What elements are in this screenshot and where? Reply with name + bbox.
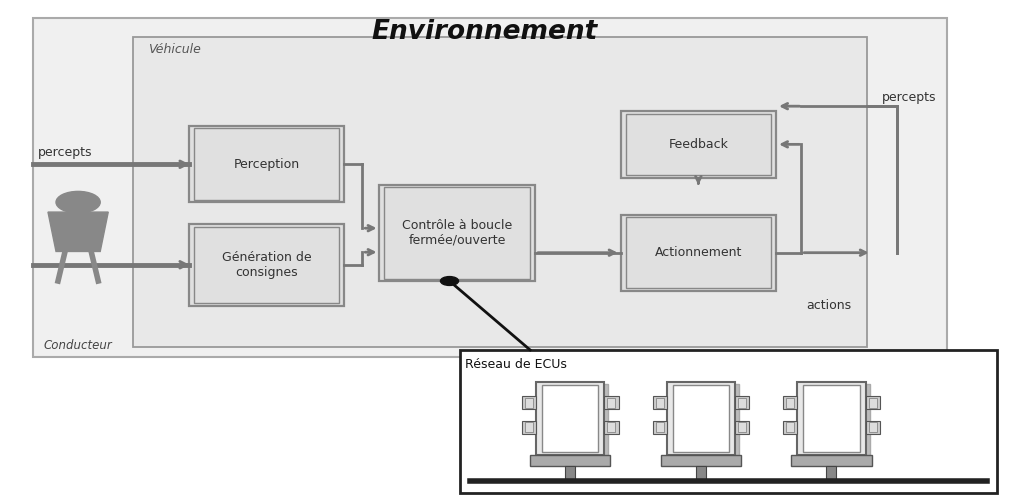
Bar [33, 17, 947, 358]
Bar [803, 385, 860, 452]
Bar [380, 185, 535, 281]
Bar [540, 384, 608, 457]
Bar [194, 128, 339, 200]
Bar [866, 421, 880, 434]
Bar [536, 382, 604, 455]
Text: Environnement: Environnement [372, 19, 598, 45]
Circle shape [440, 276, 459, 285]
Text: Contrôle à boucle
fermée/ouverte: Contrôle à boucle fermée/ouverte [402, 219, 512, 247]
Bar [620, 215, 777, 291]
Text: actions: actions [806, 299, 851, 312]
Bar [869, 422, 877, 432]
Bar [385, 187, 530, 278]
Bar [826, 466, 836, 480]
Text: Perception: Perception [233, 158, 300, 171]
Text: Véhicule: Véhicule [148, 43, 201, 56]
Bar [866, 396, 880, 409]
Bar [522, 396, 536, 409]
Bar [791, 455, 872, 466]
Text: Conducteur: Conducteur [43, 339, 112, 352]
Bar [522, 421, 536, 434]
Bar [525, 422, 533, 432]
Bar [786, 422, 794, 432]
Polygon shape [48, 212, 108, 251]
Bar [625, 217, 772, 288]
Bar [797, 382, 866, 455]
Bar [673, 385, 729, 452]
Bar [530, 455, 610, 466]
Text: percepts: percepts [38, 146, 93, 159]
Bar [661, 455, 741, 466]
Bar [625, 114, 772, 175]
Bar [655, 398, 664, 407]
Bar [460, 350, 997, 493]
Bar [133, 37, 867, 348]
Bar [738, 398, 746, 407]
Bar [801, 384, 870, 457]
Circle shape [56, 191, 100, 213]
Bar [542, 385, 598, 452]
Bar [189, 225, 344, 306]
Bar [652, 396, 667, 409]
Bar [194, 227, 339, 303]
Bar [620, 111, 777, 178]
Bar [667, 382, 735, 455]
Text: Réseau de ECUs: Réseau de ECUs [465, 359, 567, 372]
Bar [738, 422, 746, 432]
Text: Génération de
consignes: Génération de consignes [221, 251, 311, 279]
Bar [604, 396, 618, 409]
Bar [655, 422, 664, 432]
Text: Feedback: Feedback [669, 138, 728, 151]
Bar [604, 421, 618, 434]
Bar [525, 398, 533, 407]
Bar [189, 126, 344, 202]
Bar [783, 396, 797, 409]
Text: percepts: percepts [882, 91, 936, 104]
Bar [652, 421, 667, 434]
Bar [735, 421, 749, 434]
Bar [869, 398, 877, 407]
Text: Actionnement: Actionnement [654, 246, 742, 259]
Bar [607, 398, 615, 407]
Bar [696, 466, 706, 480]
Bar [735, 396, 749, 409]
Bar [671, 384, 739, 457]
Bar [786, 398, 794, 407]
Bar [783, 421, 797, 434]
Bar [566, 466, 576, 480]
Bar [607, 422, 615, 432]
